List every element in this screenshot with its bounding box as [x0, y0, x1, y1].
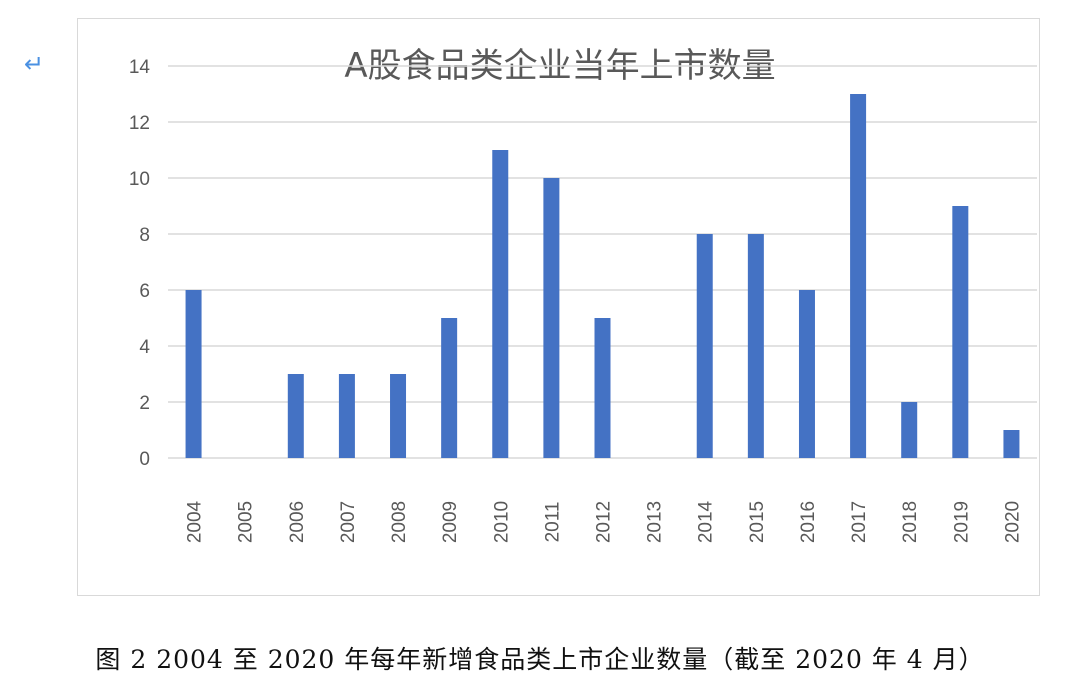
x-tick-label: 2009 [440, 501, 461, 543]
x-tick-label: 2008 [389, 501, 410, 543]
bar-2018 [901, 402, 918, 458]
y-tick-label: 10 [129, 169, 150, 190]
return-mark: ↵ [24, 50, 45, 78]
figure-caption: 图 2 2004 至 2020 年每年新增食品类上市企业数量（截至 2020 年… [95, 645, 985, 674]
bar-2012 [594, 318, 611, 458]
y-tick-label: 8 [139, 225, 150, 246]
y-tick-label: 14 [129, 57, 151, 78]
x-tick-label: 2004 [185, 500, 206, 543]
x-axis-ticks: 2004 2005 2006 2007 2008 2009 2010 2011 2012 2013… [185, 500, 1024, 543]
bar-2014 [696, 234, 713, 458]
bar-2020 [1003, 430, 1020, 458]
x-tick-label: 2015 [747, 501, 768, 543]
y-axis-ticks: 0 2 4 6 8 10 12 14 [129, 57, 151, 470]
bar-2017 [850, 94, 867, 458]
x-tick-label: 2006 [287, 501, 308, 543]
x-tick-label: 2007 [338, 501, 359, 543]
gridlines [168, 65, 1037, 459]
x-tick-label: 2018 [900, 501, 921, 543]
y-tick-label: 6 [139, 281, 150, 302]
bar-2007 [338, 374, 355, 458]
y-tick-label: 12 [129, 113, 150, 134]
bar-2015 [747, 234, 764, 458]
x-tick-label: 2016 [798, 501, 819, 543]
y-tick-label: 0 [139, 449, 150, 470]
y-tick-label: 4 [139, 337, 150, 358]
x-tick-label: 2010 [491, 501, 512, 543]
x-tick-label: 2005 [236, 501, 257, 543]
bar-2010 [492, 150, 509, 458]
x-tick-label: 2017 [849, 501, 870, 543]
x-tick-label: 2014 [696, 500, 717, 543]
bar-2009 [441, 318, 458, 458]
x-tick-label: 2012 [594, 501, 615, 543]
bar-2006 [287, 374, 304, 458]
bar-2011 [543, 178, 560, 458]
y-tick-label: 2 [139, 393, 150, 414]
bar-2019 [952, 206, 969, 458]
bars [185, 94, 1020, 458]
x-tick-label: 2013 [645, 501, 666, 543]
bar-2008 [390, 374, 407, 458]
bar-2016 [798, 290, 815, 458]
x-tick-label: 2011 [542, 502, 563, 543]
bar-2004 [185, 290, 202, 458]
x-tick-label: 2019 [951, 501, 972, 543]
x-tick-label: 2020 [1002, 501, 1023, 543]
